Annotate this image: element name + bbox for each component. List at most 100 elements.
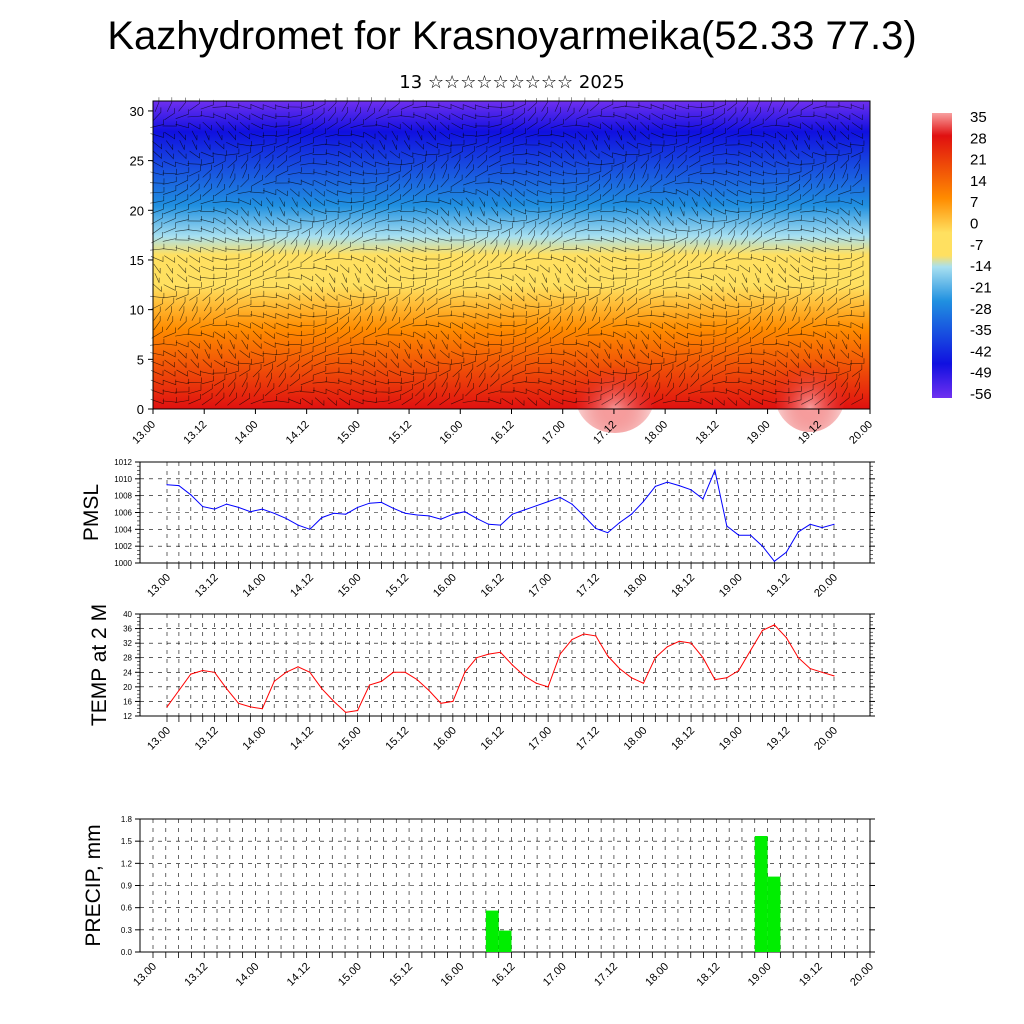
wind-barb [216,130,223,141]
wind-barb [204,130,210,141]
wind-barb [250,187,265,194]
data-point [523,509,525,511]
wind-barb [253,216,261,227]
wind-barb [426,297,438,311]
wind-barb [700,157,714,167]
wind-barb [751,326,763,339]
wind-barb [491,239,498,255]
data-point [607,532,609,534]
wind-barb [175,204,189,214]
wind-barb [812,151,827,157]
wind-barb [500,109,514,120]
wind-barb [176,255,188,264]
wind-barb [538,117,551,130]
wind-barb [500,338,515,347]
wind-barb [801,265,813,273]
wind-barb [627,297,637,311]
wind-barb [375,379,389,385]
wind-barb [225,309,239,318]
x-tick-label: 18.12 [694,419,722,447]
wind-barb [315,273,325,283]
wind-barb [389,174,400,187]
wind-barb [264,331,275,340]
wind-barb [575,223,589,233]
wind-barb [851,122,863,131]
x-tick-label: 19.12 [765,572,793,600]
wind-barb [238,147,252,158]
wind-barb [200,99,214,110]
wind-barb [203,140,211,151]
wind-barb [241,339,248,351]
wind-barb [727,293,738,302]
wind-barb [641,339,648,350]
wind-barb [738,117,751,130]
wind-barb [500,329,515,336]
wind-barb [313,128,327,139]
wind-barb [628,130,636,141]
wind-barb [750,118,764,129]
wind-barb [615,297,624,312]
wind-barb [575,328,589,338]
wind-barb [601,151,613,158]
wind-barb [449,235,465,241]
wind-barb [651,260,664,272]
wind-barb [415,382,424,397]
wind-barb [300,127,314,139]
wind-barb [700,147,714,158]
wind-barb [427,330,437,340]
wind-barb [239,393,251,406]
wind-barb [687,347,702,356]
wind-barb [177,316,187,330]
wind-barb [487,385,502,394]
wind-barb [526,293,538,302]
wind-barb [550,131,565,138]
wind-barb [500,374,514,386]
wind-barb [700,180,714,186]
wind-barb [425,271,439,280]
wind-barb [563,132,576,139]
x-tick-label: 15.00 [336,725,364,753]
wind-barb [452,330,462,340]
wind-barb [537,368,552,375]
wind-barb [464,331,475,340]
data-point [809,523,811,525]
wind-barb [400,376,415,385]
wind-barb [164,255,176,263]
data-point [285,517,287,520]
wind-barb [651,393,664,405]
wind-barb [176,175,189,187]
wind-barb [787,109,802,119]
wind-barb [800,216,815,222]
wind-barb [189,183,200,197]
wind-barb [629,163,635,179]
wind-barb [727,221,737,235]
wind-barb [437,147,452,157]
data-point [559,496,561,498]
wind-barb [378,97,386,112]
wind-barb [214,140,225,150]
wind-barb [300,312,315,318]
wind-barb [762,186,777,194]
wind-barb [276,355,288,368]
wind-barb [200,369,215,375]
wind-barb [788,246,802,253]
data-point [190,494,192,496]
wind-barb [175,341,189,348]
wind-barb [703,230,711,245]
precip-bar [754,836,768,952]
wind-barb [177,274,188,283]
wind-barb [265,154,274,169]
wind-barb [225,148,240,156]
wind-barb [840,154,849,169]
wind-barb [537,300,552,308]
data-point [202,506,204,508]
data-point [428,689,430,692]
wind-barb [577,131,587,141]
wind-barb [763,232,776,243]
wind-barb [363,327,376,338]
wind-barb [416,349,423,359]
x-tick-label: 14.00 [234,961,262,989]
data-point [273,680,275,683]
wind-barb [637,244,652,251]
wind-barb [363,379,377,386]
